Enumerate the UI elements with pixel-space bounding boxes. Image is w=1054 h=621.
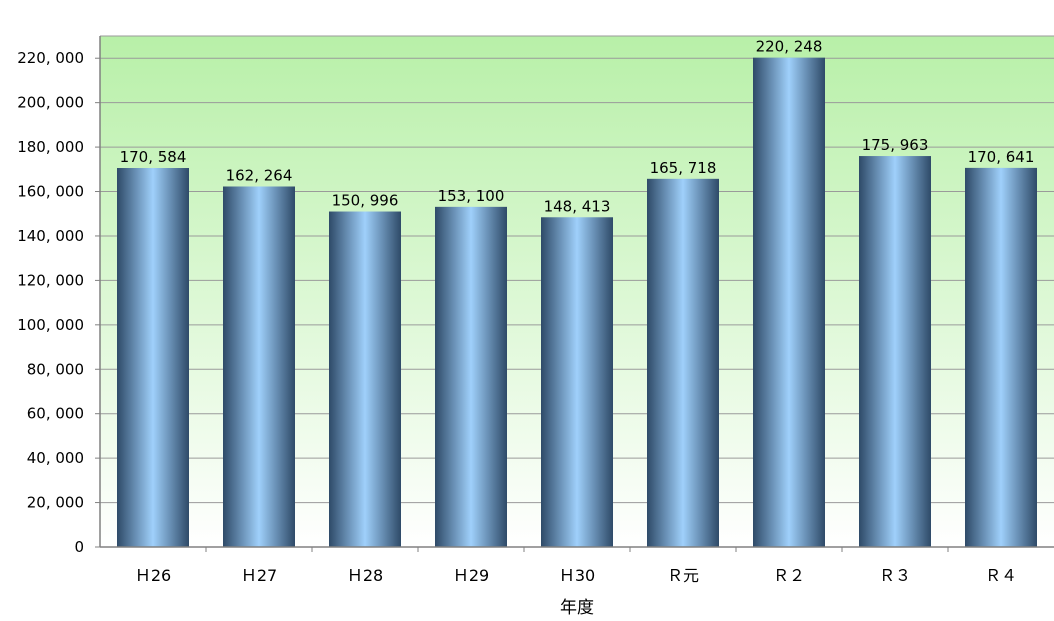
y-tick-label: 80, 000 [27, 360, 84, 378]
x-tick-label-R4: Ｒ４ [985, 566, 1017, 585]
x-tick-label-H28: Ｈ28 [347, 566, 383, 585]
bar-R元 [647, 178, 719, 547]
x-tick-label-H30: Ｈ30 [559, 566, 595, 585]
bar-H27 [223, 186, 295, 548]
axes [95, 36, 1054, 552]
x-tick-label-R3: Ｒ３ [879, 566, 911, 585]
data-label-H29: 153, 100 [438, 187, 505, 205]
y-tick-label: 220, 000 [17, 49, 84, 67]
x-tick-label-H27: Ｈ27 [241, 566, 277, 585]
y-tick-labels: 0 20, 000 40, 000 60, 000 80, 000 100, 000 120… [17, 49, 84, 556]
bar-H29 [435, 206, 507, 547]
data-label-R3: 175, 963 [862, 136, 929, 154]
data-label-H30: 148, 413 [544, 197, 611, 215]
y-tick-label: 20, 000 [27, 494, 84, 512]
y-tick-label: 140, 000 [17, 227, 84, 245]
bar-H30 [541, 217, 613, 548]
y-tick-label: 200, 000 [17, 94, 84, 112]
y-tick-label: 100, 000 [17, 316, 84, 334]
x-tick-label-R2: Ｒ２ [773, 566, 805, 585]
bar-R2 [753, 57, 825, 547]
data-labels: 170, 584 162, 264 150, 996 153, 100 148, 413… [120, 38, 1035, 216]
x-tick-label-H29: Ｈ29 [453, 566, 489, 585]
data-label-R2: 220, 248 [756, 38, 823, 56]
y-tick-label: 180, 000 [17, 138, 84, 156]
bar-H28 [329, 211, 401, 547]
bars [117, 57, 1037, 548]
y-tick-label: 160, 000 [17, 183, 84, 201]
data-label-H27: 162, 264 [226, 166, 293, 184]
x-tick-label-R元: Ｒ元 [667, 566, 699, 585]
y-tick-label: 60, 000 [27, 405, 84, 423]
data-label-R4: 170, 641 [968, 148, 1035, 166]
x-axis-title: 年度 [560, 598, 594, 618]
bar-H26 [117, 168, 189, 548]
y-tick-label: 40, 000 [27, 449, 84, 467]
bar-R4 [965, 167, 1037, 547]
data-label-H28: 150, 996 [332, 192, 399, 210]
y-tick-label: 120, 000 [17, 271, 84, 289]
y-tick-label: 0 [74, 538, 84, 556]
x-tick-labels: Ｈ26 Ｈ27 Ｈ28 Ｈ29 Ｈ30 Ｒ元 Ｒ２ Ｒ３ Ｒ４ [135, 566, 1017, 585]
bar-R3 [859, 156, 931, 547]
data-label-H26: 170, 584 [120, 148, 187, 166]
data-label-R元: 165, 718 [650, 159, 717, 177]
x-tick-label-H26: Ｈ26 [135, 566, 171, 585]
